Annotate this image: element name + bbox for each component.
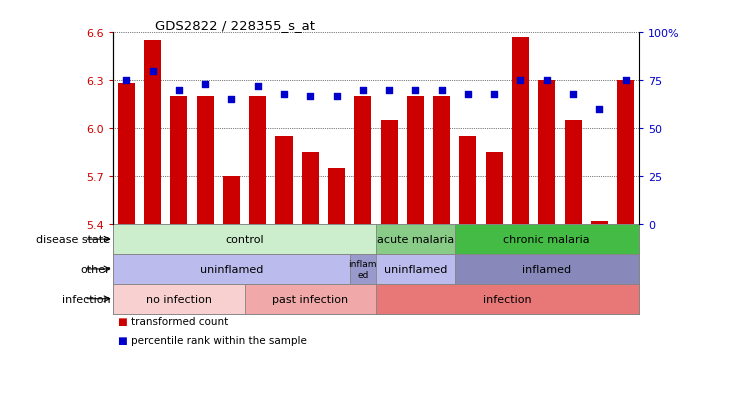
Point <box>226 97 237 103</box>
Bar <box>118 84 135 225</box>
Point <box>173 87 185 94</box>
Text: chronic malaria: chronic malaria <box>504 235 590 244</box>
Point <box>593 107 605 113</box>
Point <box>278 91 290 97</box>
Bar <box>455 225 639 254</box>
Bar <box>564 121 582 225</box>
Bar <box>380 121 398 225</box>
Bar <box>459 137 477 225</box>
Bar <box>376 284 639 314</box>
Bar <box>376 225 455 254</box>
Point <box>620 78 631 84</box>
Point <box>462 91 474 97</box>
Text: infection: infection <box>483 294 531 304</box>
Text: no infection: no infection <box>146 294 212 304</box>
Bar <box>617 81 634 225</box>
Point <box>331 93 342 100</box>
Text: disease state: disease state <box>36 235 110 244</box>
Bar <box>275 137 293 225</box>
Text: infection: infection <box>62 294 110 304</box>
Point <box>567 91 579 97</box>
Point <box>436 87 447 94</box>
Point <box>252 83 264 90</box>
Text: ■: ■ <box>117 316 126 326</box>
Text: control: control <box>226 235 264 244</box>
Bar <box>196 97 214 225</box>
Bar <box>354 97 372 225</box>
Bar <box>144 41 161 225</box>
Bar <box>301 153 319 225</box>
Bar <box>455 254 639 284</box>
Text: acute malaria: acute malaria <box>377 235 454 244</box>
Bar <box>113 254 350 284</box>
Point <box>541 78 553 84</box>
Point <box>304 93 316 100</box>
Point <box>515 78 526 84</box>
Text: uninflamed: uninflamed <box>200 264 263 274</box>
Bar <box>538 81 556 225</box>
Bar <box>591 221 608 225</box>
Bar <box>328 169 345 225</box>
Point <box>488 91 500 97</box>
Text: other: other <box>81 264 110 274</box>
Point <box>357 87 369 94</box>
Bar <box>512 38 529 225</box>
Text: inflamed: inflamed <box>522 264 572 274</box>
Bar <box>113 225 376 254</box>
Bar <box>350 254 376 284</box>
Bar <box>223 177 240 225</box>
Text: ■: ■ <box>117 335 126 345</box>
Text: uninflamed: uninflamed <box>384 264 447 274</box>
Text: inflam
ed: inflam ed <box>348 260 377 279</box>
Text: percentile rank within the sample: percentile rank within the sample <box>131 335 307 345</box>
Bar <box>485 153 503 225</box>
Bar <box>376 254 455 284</box>
Bar <box>170 97 188 225</box>
Point <box>199 81 211 88</box>
Point <box>383 87 395 94</box>
Point <box>410 87 421 94</box>
Text: transformed count: transformed count <box>131 316 228 326</box>
Bar <box>407 97 424 225</box>
Point <box>120 78 132 84</box>
Text: past infection: past infection <box>272 294 348 304</box>
Bar <box>433 97 450 225</box>
Bar <box>113 284 245 314</box>
Bar <box>249 97 266 225</box>
Bar <box>245 284 376 314</box>
Text: GDS2822 / 228355_s_at: GDS2822 / 228355_s_at <box>155 19 315 32</box>
Point <box>147 68 158 75</box>
